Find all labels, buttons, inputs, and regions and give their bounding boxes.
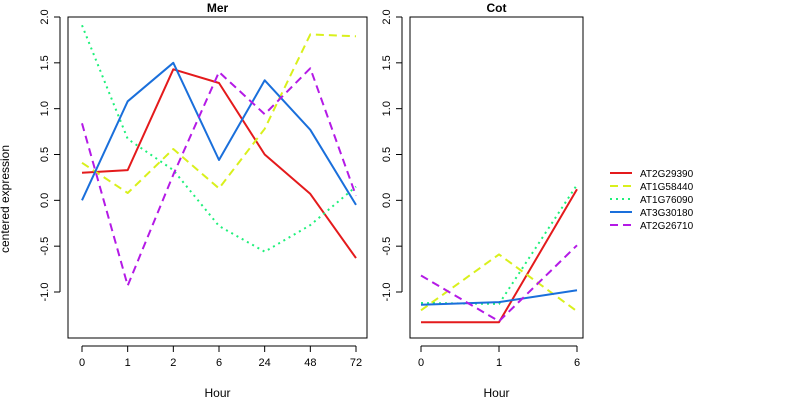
series-line-at2g29390 <box>81 68 357 259</box>
y-tick-label: -0.5 <box>39 237 51 256</box>
y-tick-label: 0.5 <box>381 147 393 162</box>
y-tick-label: 0.5 <box>39 147 51 162</box>
y-tick-label: 0.0 <box>381 193 393 208</box>
series-line-at1g76090 <box>420 184 578 305</box>
legend-label: AT2G29390 <box>640 169 694 180</box>
y-tick-label: 2.0 <box>381 9 393 24</box>
y-tick-label: -0.5 <box>381 237 393 256</box>
legend-label: AT3G30180 <box>640 208 694 219</box>
series-line-at3g30180 <box>81 61 357 206</box>
y-tick-label: 1.0 <box>39 101 51 116</box>
x-axis-label: Hour <box>204 386 230 400</box>
panel-title: Cot <box>487 1 507 15</box>
panel-title: Mer <box>207 1 229 15</box>
legend-label: AT1G58440 <box>640 182 694 193</box>
legend: AT2G29390 AT1G58440 AT1G76090 AT3G30180 AT2G… <box>610 169 694 232</box>
x-tick-label: 6 <box>574 357 580 369</box>
y-tick-label: 0.0 <box>39 193 51 208</box>
y-tick-label: 1.5 <box>39 55 51 70</box>
plot-frame <box>409 16 584 339</box>
series-line-at3g30180 <box>420 289 578 306</box>
series-line-at1g76090 <box>81 24 357 253</box>
plot-frame <box>67 16 368 339</box>
x-tick-label: 24 <box>259 357 271 369</box>
y-tick-label: 1.0 <box>381 101 393 116</box>
series-line-at2g29390 <box>421 188 578 324</box>
legend-label: AT1G76090 <box>640 195 694 206</box>
x-tick-label: 0 <box>418 357 424 369</box>
series-line-at2g26710 <box>420 244 578 323</box>
x-tick-label: 1 <box>496 357 502 369</box>
y-tick-label: -1.0 <box>39 283 51 302</box>
x-axis-label: Hour <box>483 386 509 400</box>
x-tick-label: 2 <box>170 357 176 369</box>
y-tick-label: 2.0 <box>39 9 51 24</box>
series-line-at2g26710 <box>81 67 357 287</box>
y-tick-label: -1.0 <box>381 283 393 302</box>
legend-label: AT2G26710 <box>640 221 694 232</box>
panel-cot: Cot -1.0 -0.5 0.0 0.5 1.0 1.5 2.0 0 1 6 Hour <box>381 1 584 400</box>
x-tick-label: 1 <box>125 357 131 369</box>
x-tick-label: 72 <box>350 357 362 369</box>
y-axis-label: centered expression <box>0 145 12 253</box>
panel-mer: Mer -1.0 -0.5 0.0 0.5 1.0 1.5 2.0 0 1 2 6 24 48 72 Hour <box>39 1 368 400</box>
y-tick-label: 1.5 <box>381 55 393 70</box>
x-tick-label: 48 <box>304 357 316 369</box>
x-tick-label: 0 <box>79 357 85 369</box>
series-line-at1g58440 <box>81 33 357 194</box>
x-tick-label: 6 <box>216 357 222 369</box>
